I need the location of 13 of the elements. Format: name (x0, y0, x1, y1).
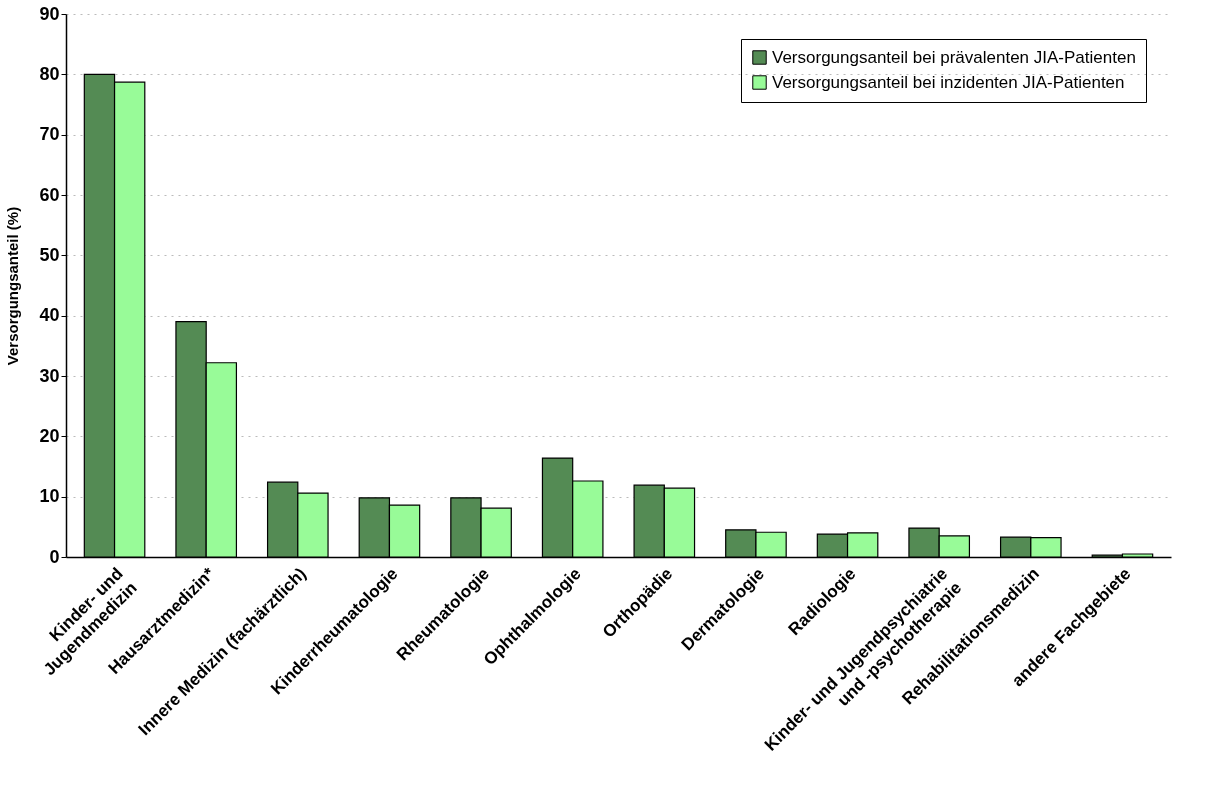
y-tick-label: 0 (49, 546, 60, 567)
y-tick-label: 50 (39, 244, 60, 265)
y-axis-title: Versorgungsanteil (%) (4, 206, 22, 366)
y-tick-label: 90 (39, 3, 60, 24)
y-tick-label: 10 (39, 486, 60, 507)
y-tick-label: 30 (39, 365, 60, 386)
y-tick-label: 40 (39, 305, 60, 326)
y-tick-label: 80 (39, 63, 60, 84)
legend-label: Versorgungsanteil bei prävalenten JIA-Patienten (772, 47, 1136, 67)
y-tick-label: 70 (39, 124, 60, 145)
legend-label: Versorgungsanteil bei inzidenten JIA-Patienten (772, 72, 1125, 92)
y-tick-label: 20 (39, 425, 60, 446)
y-tick-label: 60 (39, 184, 60, 205)
